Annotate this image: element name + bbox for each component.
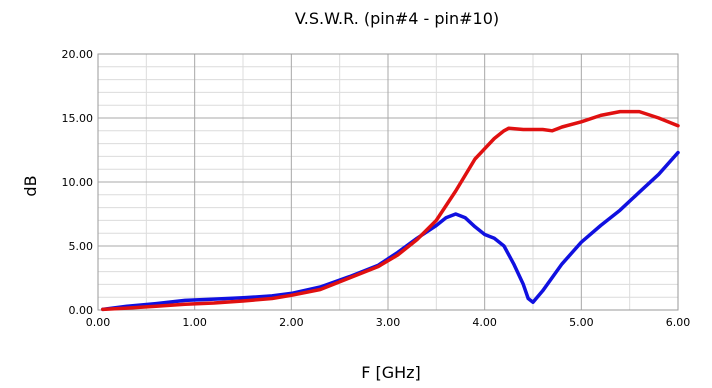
x-tick-label: 2.00 bbox=[279, 316, 304, 329]
series-line-2 bbox=[101, 109, 680, 312]
y-tick-labels: 0.00 5.00 10.00 15.00 20.00 bbox=[62, 48, 94, 317]
series-layer bbox=[101, 109, 680, 312]
x-tick-label: 1.00 bbox=[182, 316, 207, 329]
y-tick-label: 10.00 bbox=[62, 176, 94, 189]
y-axis-label: dB bbox=[21, 175, 40, 196]
x-tick-label: 6.00 bbox=[666, 316, 691, 329]
y-tick-label: 15.00 bbox=[62, 112, 94, 125]
plot-area-border bbox=[97, 53, 679, 311]
chart-title: V.S.W.R. (pin#4 - pin#10) bbox=[295, 9, 499, 28]
x-tick-label: 5.00 bbox=[569, 316, 594, 329]
x-axis-label: F [GHz] bbox=[361, 363, 421, 382]
major-gridlines bbox=[98, 54, 678, 310]
y-tick-label: 0.00 bbox=[69, 304, 94, 317]
y-tick-label: 20.00 bbox=[62, 48, 94, 61]
series-line-1 bbox=[101, 150, 680, 312]
x-tick-label: 0.00 bbox=[86, 316, 111, 329]
x-tick-label: 4.00 bbox=[472, 316, 497, 329]
x-tick-labels: 0.00 1.00 2.00 3.00 4.00 5.00 6.00 bbox=[86, 316, 691, 329]
y-tick-label: 5.00 bbox=[69, 240, 94, 253]
x-tick-label: 3.00 bbox=[376, 316, 401, 329]
